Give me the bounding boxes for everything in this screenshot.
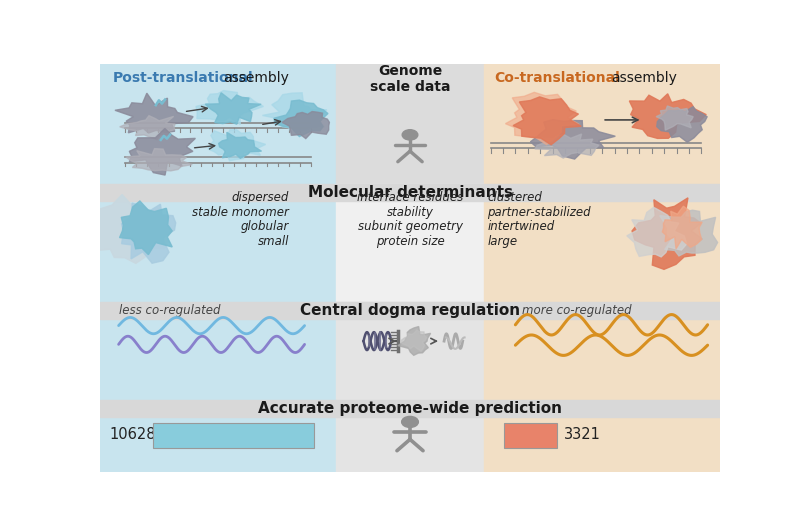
Polygon shape (662, 206, 702, 249)
Bar (100, 64, 336, 184)
Text: assembly: assembly (222, 71, 289, 85)
Bar (485, 64, 720, 184)
Bar (336, 184, 485, 302)
Polygon shape (656, 106, 694, 130)
Text: Post-translational: Post-translational (112, 71, 253, 85)
Text: Genome
scale data: Genome scale data (370, 64, 450, 94)
Text: large: large (487, 235, 518, 248)
Bar (100, 400, 720, 418)
Text: less co-regulated: less co-regulated (118, 304, 220, 317)
Text: stable monomer: stable monomer (192, 206, 289, 219)
Polygon shape (506, 92, 579, 145)
Text: interface residues: interface residues (357, 191, 463, 204)
Polygon shape (535, 134, 599, 158)
Text: partner-stabilized: partner-stabilized (487, 206, 591, 219)
Circle shape (402, 417, 418, 427)
Bar (336, 302, 485, 400)
Text: Molecular determinants: Molecular determinants (307, 185, 513, 200)
Polygon shape (126, 148, 192, 171)
Polygon shape (218, 132, 262, 158)
Bar (100, 302, 336, 400)
Text: more co-regulated: more co-regulated (522, 304, 631, 317)
Bar (485, 400, 720, 472)
Text: protein size: protein size (376, 235, 444, 248)
Text: intertwined: intertwined (487, 220, 554, 233)
Polygon shape (88, 195, 167, 263)
Polygon shape (119, 201, 172, 255)
Bar (100, 400, 336, 472)
Polygon shape (130, 128, 195, 175)
Text: stability: stability (386, 206, 434, 219)
Polygon shape (530, 120, 615, 159)
Polygon shape (274, 100, 328, 137)
Polygon shape (632, 198, 702, 269)
Bar (100, 184, 720, 201)
Polygon shape (402, 330, 426, 351)
Bar (504, 423, 557, 448)
Text: clustered: clustered (487, 191, 542, 204)
Text: 10628: 10628 (110, 427, 156, 441)
Polygon shape (630, 94, 706, 138)
Polygon shape (282, 111, 330, 139)
Polygon shape (262, 93, 326, 135)
Polygon shape (122, 203, 176, 263)
Text: dispersed: dispersed (232, 191, 289, 204)
Bar (100, 302, 720, 320)
Circle shape (402, 130, 418, 140)
Text: small: small (258, 235, 289, 248)
Bar (336, 400, 485, 472)
Text: 3321: 3321 (564, 427, 601, 441)
Polygon shape (196, 91, 263, 125)
Polygon shape (115, 93, 193, 133)
Polygon shape (513, 97, 581, 145)
Bar (100, 184, 336, 302)
Polygon shape (208, 130, 266, 161)
Polygon shape (120, 116, 175, 139)
Polygon shape (398, 326, 430, 355)
Polygon shape (627, 207, 686, 257)
Text: subunit geometry: subunit geometry (358, 220, 462, 233)
Polygon shape (660, 210, 718, 256)
Bar (485, 302, 720, 400)
Text: globular: globular (241, 220, 289, 233)
Bar (485, 184, 720, 302)
Text: assembly: assembly (611, 71, 678, 85)
Bar (153, 423, 314, 448)
Bar (336, 64, 485, 184)
Polygon shape (206, 93, 261, 124)
Text: Co-translational: Co-translational (494, 71, 620, 85)
Polygon shape (657, 107, 707, 142)
Text: Accurate proteome-wide prediction: Accurate proteome-wide prediction (258, 401, 562, 417)
Text: Central dogma regulation: Central dogma regulation (300, 303, 520, 319)
